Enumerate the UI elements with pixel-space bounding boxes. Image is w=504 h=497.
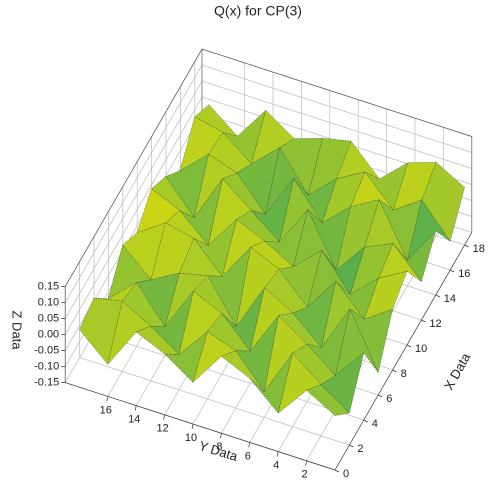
surface-cell [164,331,208,383]
y-tick-label: 16 [100,404,112,416]
surface-cell [235,315,279,393]
surface-cell [236,210,280,243]
surface-cell [193,218,237,277]
x-axis-label: X Data [441,350,474,393]
wall-edge [64,48,203,287]
x-tick-label: 16 [458,268,470,280]
wall-edge [201,48,472,137]
surface-cell [349,243,394,295]
y-tick-label: 4 [273,460,279,472]
z-tick-label: 0.15 [38,281,59,293]
surface-cell [306,384,350,416]
x-tick [450,269,455,273]
surface-cell [277,352,322,414]
grid-line [79,357,350,446]
surface-cell [378,243,422,282]
y-tick [134,405,137,411]
y-tick-label: 14 [128,414,140,426]
surface-cell [392,230,436,282]
z-tick-label: -0.10 [34,361,59,373]
z-axis-label: Z Data [10,310,25,350]
surface-cell [221,350,265,392]
surface-cell [222,172,266,215]
y-tick [276,451,279,457]
x-tick [334,469,340,473]
surface-cell [264,268,308,314]
x-tick [349,444,354,448]
surface-cell [321,171,366,224]
grid-line [93,332,364,421]
z-tick-label: -0.15 [34,377,59,389]
surface-cell [135,325,180,355]
surface-cell [179,116,224,171]
y-axis-line [65,382,336,471]
surface-cell [278,249,323,308]
surface-cell [264,209,308,267]
grid-line [64,96,203,335]
surface-cell [192,331,237,383]
z-tick-label: -0.05 [34,345,59,357]
y-tick [191,423,194,430]
x-tick [363,419,368,423]
y-tick [248,442,251,448]
z-tick-label: 0.10 [38,297,59,309]
x-tick-label: 14 [444,293,456,305]
surface-cell [321,280,365,348]
surface-cell [194,104,238,137]
y-tick [220,433,222,439]
x-tick [378,394,383,398]
surface-cell [207,312,251,352]
x-tick [435,294,440,298]
grid-line [201,64,472,153]
x-tick [392,369,397,373]
surface-cell [136,272,180,328]
y-tick-label: 8 [216,441,222,453]
x-tick-label: 4 [372,418,378,430]
z-tick-label: 0.00 [38,329,59,341]
x-tick-label: 10 [415,343,427,355]
surface-cell [250,241,294,270]
y-tick-label: 10 [185,432,197,444]
y-tick-label: 6 [245,450,251,462]
x-tick [406,344,412,348]
grid-line [64,80,203,319]
y-tick [163,414,165,420]
chart-title: Q(x) for CP(3) [214,3,302,19]
y-tick-label: 2 [302,469,308,481]
surface-cell [178,290,223,356]
x-tick-label: 18 [473,243,485,255]
surface-cell [107,300,151,365]
x-tick-label: 6 [386,393,392,405]
x-tick [464,244,469,248]
surface-cell [350,171,394,211]
surface-cell [208,132,252,174]
grid-line [201,80,472,169]
z-tick-label: 0.05 [38,313,59,325]
y-tick [106,396,109,402]
x-tick-label: 0 [343,468,349,480]
grid-line [64,64,203,303]
surface-cell [335,308,379,377]
x-tick [421,319,426,323]
y-tick [305,460,307,466]
x-tick-label: 8 [401,368,407,380]
x-axis-line [334,232,473,471]
y-tick-label: 12 [156,423,168,435]
x-tick-label: 12 [429,318,441,330]
x-tick-label: 2 [357,443,363,455]
